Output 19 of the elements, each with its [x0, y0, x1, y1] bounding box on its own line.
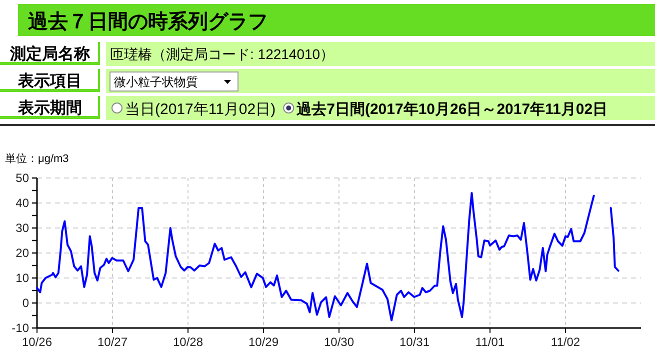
y-tick-label: 30	[16, 221, 30, 235]
y-tick-label: 20	[16, 246, 30, 260]
picture-dropdown-select: 微小粒子状物質	[110, 72, 238, 92]
x-tick-label: 10/28	[172, 335, 204, 349]
header-bar: 過去７日間の時系列グラフ	[18, 4, 655, 36]
y-tick-label: 0	[22, 296, 30, 310]
x-tick-label: 11/01	[475, 335, 505, 349]
x-tick-label: 10/31	[399, 335, 430, 349]
y-tick-label: 40	[16, 196, 30, 210]
x-tick-label: 10/26	[22, 335, 52, 349]
x-tick-label: 10/27	[97, 335, 128, 349]
y-axis-title: 単位：μg/m3	[5, 153, 69, 165]
x-tick-label: 10/29	[248, 335, 279, 349]
y-tick-label: 50	[16, 171, 30, 185]
chart-title: 過去７日間の時系列グラフ	[27, 10, 268, 33]
y-tick-label: 10	[16, 271, 30, 285]
y-tick-label: -10	[12, 321, 30, 335]
x-tick-label: 10/30	[324, 335, 354, 349]
x-tick-label: 11/02	[550, 335, 580, 349]
